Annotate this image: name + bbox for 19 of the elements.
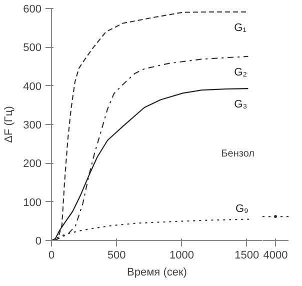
annotation: Бензол [221,148,255,160]
series-label: G₃ [234,98,248,111]
series-label: G₉ [235,203,248,216]
series-label: G₁ [234,22,247,34]
x-tick-label: 4000 [263,250,288,262]
x-tick-label: 1500 [234,250,260,262]
y-tick-label: 200 [23,158,42,170]
x-tick-label: 500 [107,250,126,262]
x-axis-title: Время (сек) [127,266,187,278]
y-tick-label: 100 [23,196,42,209]
series-label: G₂ [234,66,247,78]
y-tick-label: 300 [23,120,42,132]
x-tick-label: 0 [48,250,55,262]
y-tick-label: 600 [23,4,42,16]
x-tick-label: 1000 [170,250,194,262]
y-axis-title: ΔF (Гц) [3,106,16,143]
y-tick-label: 0 [35,236,42,248]
y-tick-label: 400 [23,80,42,93]
y-tick-label: 500 [23,42,42,54]
